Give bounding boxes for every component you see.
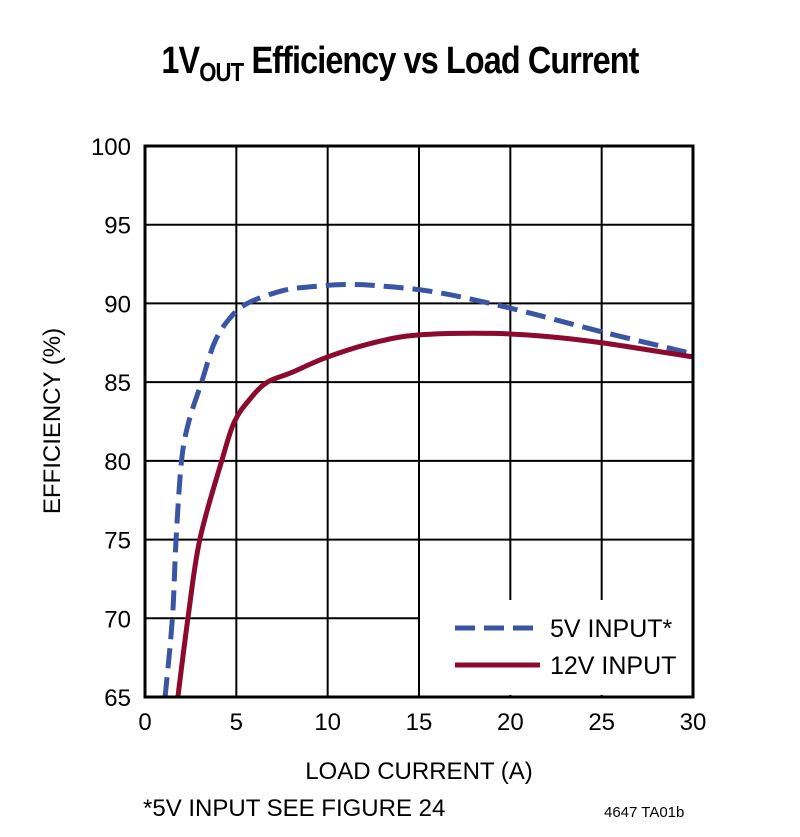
y-tick-label: 75 bbox=[104, 528, 131, 555]
legend-label: 12V INPUT bbox=[550, 652, 676, 680]
x-tick-label: 5 bbox=[230, 709, 243, 736]
y-tick-label: 65 bbox=[104, 685, 131, 712]
chart-title: 1VOUT Efficiency vs Load Current bbox=[60, 40, 740, 88]
y-tick-label: 85 bbox=[104, 370, 131, 397]
figure-code: 4647 TA01b bbox=[604, 804, 685, 821]
x-tick-label: 25 bbox=[588, 709, 615, 736]
legend-label: 5V INPUT* bbox=[550, 615, 673, 643]
y-tick-label: 80 bbox=[104, 449, 131, 476]
x-tick-label: 30 bbox=[680, 709, 707, 736]
x-tick-label: 15 bbox=[406, 709, 433, 736]
y-tick-labels: 65 70 75 80 85 90 95 100 bbox=[91, 134, 131, 712]
y-axis-label: EFFICIENCY (%) bbox=[39, 328, 66, 514]
x-tick-label: 0 bbox=[138, 709, 151, 736]
legend: 5V INPUT* 12V INPUT bbox=[455, 615, 676, 680]
title-subscript: OUT bbox=[199, 57, 244, 87]
footnote: *5V INPUT SEE FIGURE 24 bbox=[143, 795, 446, 822]
title-main: 1V bbox=[161, 40, 200, 82]
series-group bbox=[162, 282, 694, 698]
y-tick-label: 70 bbox=[104, 606, 131, 633]
y-tick-label: 95 bbox=[104, 213, 131, 240]
x-tick-labels: 0 5 10 15 20 25 30 bbox=[138, 709, 706, 736]
plot-frame bbox=[143, 144, 695, 699]
y-tick-label: 100 bbox=[91, 134, 131, 161]
title-rest: Efficiency vs Load Current bbox=[243, 40, 639, 82]
x-tick-label: 10 bbox=[314, 709, 341, 736]
series-line-5v-input bbox=[162, 282, 694, 698]
legend-background bbox=[420, 600, 692, 695]
series-line-12v-input bbox=[175, 330, 694, 698]
y-tick-label: 90 bbox=[104, 291, 131, 318]
x-axis-label: LOAD CURRENT (A) bbox=[305, 758, 533, 785]
x-tick-label: 20 bbox=[497, 709, 524, 736]
